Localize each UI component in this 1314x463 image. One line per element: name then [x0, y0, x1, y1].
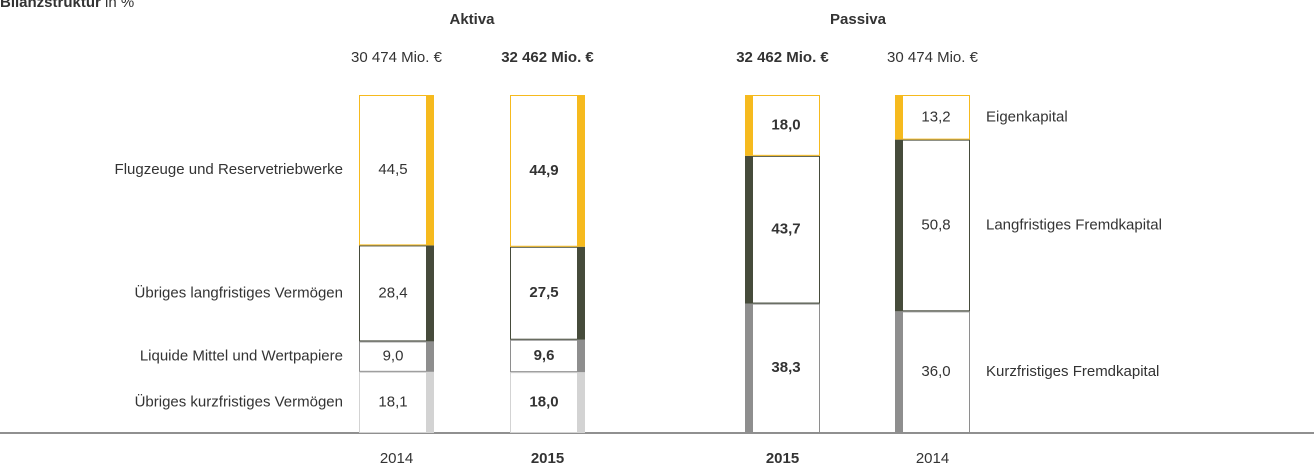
- chart-title: Bilanzstruktur in %: [0, 0, 134, 11]
- bar-strip: [745, 303, 752, 433]
- bar-strip: [427, 341, 434, 372]
- total-label: 32 462 Mio. €: [736, 49, 829, 66]
- x-tick-label: 2015: [766, 450, 799, 463]
- series-label: Eigenkapital: [986, 108, 1068, 125]
- value-label: 18,0: [771, 116, 800, 133]
- bar-segment: [510, 339, 578, 373]
- series-label: Übriges langfristiges Vermögen: [135, 283, 343, 301]
- value-label: 27,5: [529, 284, 558, 301]
- bar-strip: [745, 155, 752, 304]
- bar-segment: [752, 155, 820, 304]
- x-tick-label: 2015: [531, 450, 564, 463]
- value-label: 9,6: [534, 347, 555, 364]
- bar-strip: [895, 311, 902, 433]
- bar-strip: [578, 246, 585, 340]
- value-label: 18,1: [378, 393, 407, 410]
- series-label: Kurzfristiges Fremdkapital: [986, 363, 1159, 380]
- value-label: 13,2: [921, 108, 950, 125]
- title: Bilanzstruktur: [0, 0, 101, 11]
- series-label: Langfristiges Fremdkapital: [986, 216, 1162, 233]
- bar-segment: [902, 139, 970, 312]
- bar-segment: [510, 246, 578, 340]
- bar-segment: [902, 95, 970, 140]
- bar-segment: [510, 95, 578, 247]
- group-header: Aktiva: [449, 11, 495, 28]
- title-unit: in %: [105, 0, 134, 11]
- value-label: 38,3: [771, 359, 800, 376]
- bar-strip: [578, 339, 585, 373]
- value-label: 44,5: [378, 161, 407, 178]
- value-label: 18,0: [529, 394, 558, 411]
- bar-strip: [895, 95, 902, 140]
- total-label: 32 462 Mio. €: [501, 49, 594, 66]
- bar-strip: [427, 245, 434, 342]
- value-label: 9,0: [383, 348, 404, 365]
- value-label: 36,0: [921, 363, 950, 380]
- bar-segment: [359, 245, 427, 342]
- bar-strip: [578, 372, 585, 433]
- group-header: Passiva: [830, 11, 887, 28]
- bar-segment: [752, 95, 820, 156]
- series-label: Übriges kurzfristiges Vermögen: [135, 392, 343, 410]
- bar-strip: [578, 95, 585, 247]
- bar-strip: [427, 371, 434, 433]
- bar-strip: [745, 95, 752, 156]
- bar-segment: [359, 371, 427, 433]
- bar-segment: [902, 311, 970, 434]
- x-tick-label: 2014: [916, 450, 949, 463]
- bar-segment: [510, 372, 578, 434]
- value-label: 43,7: [771, 221, 800, 238]
- bar-segment: [359, 95, 427, 246]
- total-label: 30 474 Mio. €: [351, 49, 443, 66]
- value-label: 50,8: [921, 216, 950, 233]
- bar-strip: [427, 95, 434, 246]
- total-label: 30 474 Mio. €: [887, 49, 979, 66]
- bar-strip: [895, 139, 902, 312]
- bar-segment: [752, 303, 820, 433]
- bar-segment: [359, 341, 427, 372]
- value-label: 28,4: [378, 284, 407, 301]
- series-label: Liquide Mittel und Wertpapiere: [140, 348, 343, 365]
- value-label: 44,9: [529, 162, 558, 179]
- series-label: Flugzeuge und Reservetriebwerke: [115, 161, 343, 178]
- x-tick-label: 2014: [380, 450, 413, 463]
